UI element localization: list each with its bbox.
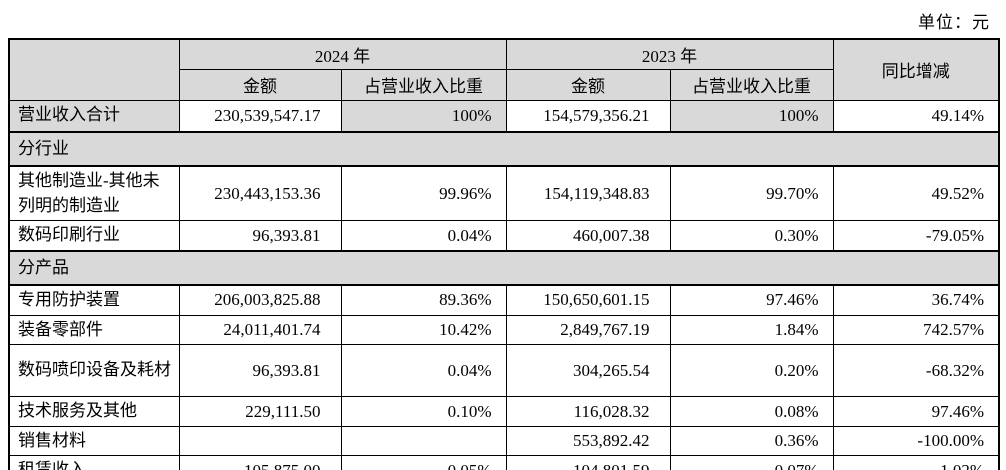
table-row-digital-printing-industry: 数码印刷行业 96,393.81 0.04% 460,007.38 0.30% … — [8, 220, 1000, 252]
amount-2024-cell: 24,011,401.74 — [178, 314, 342, 346]
table-row-total-revenue: 营业收入合计 230,539,547.17 100% 154,579,356.2… — [8, 99, 1000, 133]
header-year-2024: 2024 年 — [178, 38, 507, 70]
proportion-2024-cell: 0.04% — [340, 344, 507, 398]
amount-2024-cell — [178, 425, 342, 457]
amount-2024-cell: 96,393.81 — [178, 344, 342, 398]
amount-2024-cell: 230,539,547.17 — [178, 99, 342, 133]
yoy-cell: -100.00% — [832, 425, 1000, 457]
row-label: 技术服务及其他 — [8, 396, 180, 427]
proportion-2024-cell: 0.10% — [340, 396, 507, 427]
amount-2024-cell: 206,003,825.88 — [178, 284, 342, 316]
header-row-years: 2024 年 2023 年 同比增减 — [8, 38, 1000, 101]
table-row-sales-materials: 销售材料 553,892.42 0.36% -100.00% — [8, 425, 1000, 457]
proportion-2024-cell: 0.05% — [340, 455, 507, 470]
amount-2024-cell: 96,393.81 — [178, 220, 342, 252]
proportion-2024-cell: 0.04% — [340, 220, 507, 252]
yoy-cell: 36.74% — [832, 284, 1000, 316]
section-row-by-industry: 分行业 — [8, 131, 1000, 167]
row-label: 营业收入合计 — [8, 99, 180, 133]
amount-2023-cell: 460,007.38 — [505, 220, 671, 252]
table-row-protective-equipment: 专用防护装置 206,003,825.88 89.36% 150,650,601… — [8, 284, 1000, 316]
proportion-2023-cell: 0.20% — [669, 344, 834, 398]
corner-cell — [8, 38, 180, 101]
row-label: 其他制造业-其他未列明的制造业 — [8, 165, 180, 222]
yoy-cell: 49.52% — [832, 165, 1000, 222]
proportion-2023-cell: 0.08% — [669, 396, 834, 427]
yoy-cell: 97.46% — [832, 396, 1000, 427]
yoy-cell: -68.32% — [832, 344, 1000, 398]
revenue-table: 2024 年 2023 年 同比增减 金额 占营业收入比重 金额 占营业收入比重… — [8, 38, 1000, 470]
row-label: 租赁收入 — [8, 455, 180, 470]
section-row-by-product: 分产品 — [8, 249, 1000, 286]
table-header: 2024 年 2023 年 同比增减 金额 占营业收入比重 金额 占营业收入比重 — [8, 38, 1000, 101]
amount-2023-cell: 104,801.59 — [505, 455, 671, 470]
header-amount-2023: 金额 — [505, 68, 671, 101]
proportion-2023-cell: 0.07% — [669, 455, 834, 470]
proportion-2024-cell: 89.36% — [340, 284, 507, 316]
proportion-2023-cell: 99.70% — [669, 165, 834, 222]
yoy-cell: -79.05% — [832, 220, 1000, 252]
unit-label: 单位：元 — [918, 13, 990, 32]
table-row-rental-income: 租赁收入 105,875.00 0.05% 104,801.59 0.07% 1… — [8, 455, 1000, 470]
table-row-equipment-parts: 装备零部件 24,011,401.74 10.42% 2,849,767.19 … — [8, 314, 1000, 346]
proportion-2024-cell: 100% — [340, 99, 507, 133]
table-body: 营业收入合计 230,539,547.17 100% 154,579,356.2… — [8, 99, 1000, 470]
proportion-2024-cell: 10.42% — [340, 314, 507, 346]
row-label: 装备零部件 — [8, 314, 180, 346]
header-amount-2024: 金额 — [178, 68, 342, 101]
section-label: 分行业 — [8, 131, 1000, 167]
yoy-cell: 742.57% — [832, 314, 1000, 346]
amount-2023-cell: 116,028.32 — [505, 396, 671, 427]
amount-2023-cell: 150,650,601.15 — [505, 284, 671, 316]
amount-2024-cell: 229,111.50 — [178, 396, 342, 427]
proportion-2024-cell — [340, 425, 507, 457]
row-label: 专用防护装置 — [8, 284, 180, 316]
amount-2023-cell: 154,579,356.21 — [505, 99, 671, 133]
table-row-technical-services: 技术服务及其他 229,111.50 0.10% 116,028.32 0.08… — [8, 396, 1000, 427]
amount-2023-cell: 154,119,348.83 — [505, 165, 671, 222]
amount-2023-cell: 2,849,767.19 — [505, 314, 671, 346]
proportion-2023-cell: 1.84% — [669, 314, 834, 346]
amount-2024-cell: 105,875.00 — [178, 455, 342, 470]
proportion-2023-cell: 97.46% — [669, 284, 834, 316]
yoy-cell: 49.14% — [832, 99, 1000, 133]
header-proportion-2024: 占营业收入比重 — [340, 68, 507, 101]
table-row-inkjet-equipment: 数码喷印设备及耗材 96,393.81 0.04% 304,265.54 0.2… — [8, 344, 1000, 398]
section-label: 分产品 — [8, 249, 1000, 286]
proportion-2023-cell: 0.30% — [669, 220, 834, 252]
amount-2024-cell: 230,443,153.36 — [178, 165, 342, 222]
header-row-metrics: 金额 占营业收入比重 金额 占营业收入比重 — [9, 68, 999, 101]
header-yoy: 同比增减 — [832, 38, 1000, 101]
row-label: 数码印刷行业 — [8, 220, 180, 252]
proportion-2024-cell: 99.96% — [340, 165, 507, 222]
header-proportion-2023: 占营业收入比重 — [669, 68, 834, 101]
header-year-2023: 2023 年 — [505, 38, 834, 70]
proportion-2023-cell: 0.36% — [669, 425, 834, 457]
proportion-2023-cell: 100% — [669, 99, 834, 133]
table-row-other-manufacturing: 其他制造业-其他未列明的制造业 230,443,153.36 99.96% 15… — [8, 165, 1000, 222]
amount-2023-cell: 553,892.42 — [505, 425, 671, 457]
row-label: 数码喷印设备及耗材 — [8, 344, 180, 398]
row-label: 销售材料 — [8, 425, 180, 457]
amount-2023-cell: 304,265.54 — [505, 344, 671, 398]
yoy-cell: 1.02% — [832, 455, 1000, 470]
